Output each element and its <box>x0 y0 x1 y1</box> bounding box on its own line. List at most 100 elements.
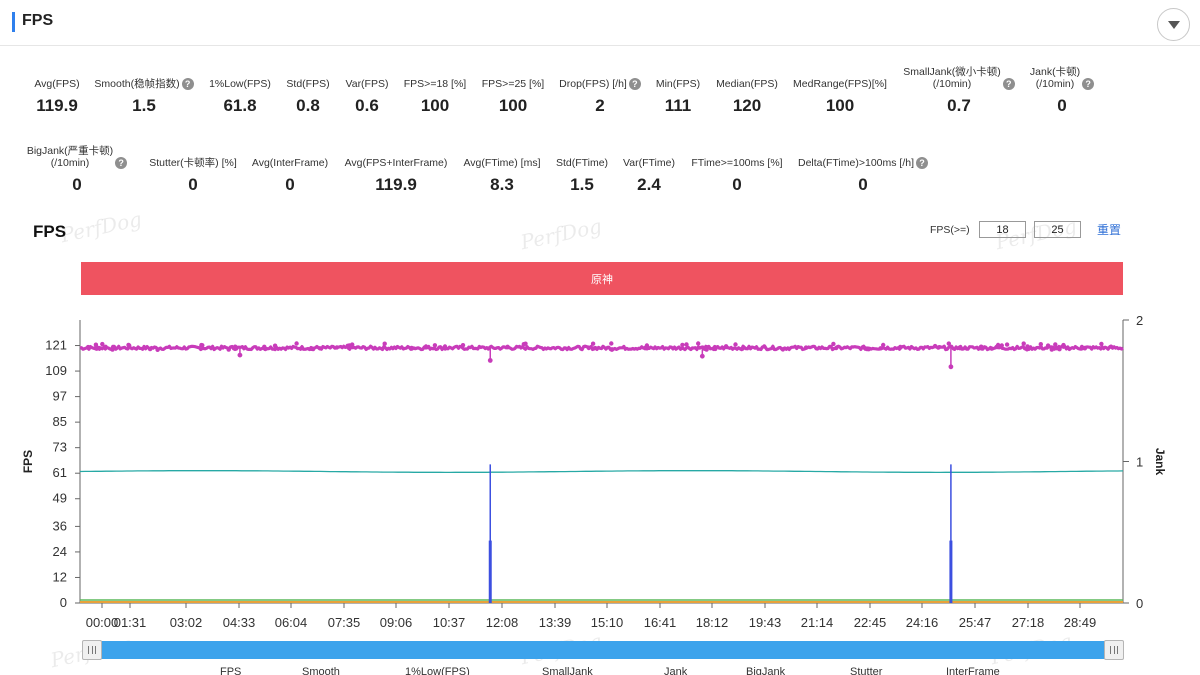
fps-threshold-input-1[interactable] <box>979 221 1026 238</box>
series-fps-point <box>523 341 528 346</box>
legend-item[interactable]: FPS <box>220 666 242 675</box>
collapse-button[interactable] <box>1157 8 1190 41</box>
metric-0: BigJank(严重卡顿) (/10min)? 0 <box>0 143 157 195</box>
metric-label: FPS>=25 [%] <box>481 78 545 90</box>
series-fps-point <box>272 343 278 348</box>
series-fps-point <box>723 344 729 349</box>
series-fps-point <box>505 344 510 349</box>
metric-value: 100 <box>498 96 528 115</box>
y-tick-label: 61 <box>53 465 67 480</box>
y-tick-label: 49 <box>53 491 67 506</box>
question-circle-icon[interactable]: ? <box>1082 78 1095 90</box>
metric-value: 120 <box>732 96 762 115</box>
series-fps-point <box>1004 342 1010 347</box>
metric-8: Delta(FTime)>100ms [/h]? 0 <box>783 143 943 195</box>
metric-value: 111 <box>664 96 692 115</box>
x-tick-label: 22:45 <box>854 615 887 630</box>
series-fps-point <box>1021 341 1026 346</box>
metric-3: Avg(FPS+InterFrame) 119.9 <box>316 143 476 195</box>
x-tick-label: 09:06 <box>380 615 413 630</box>
series-fps-point <box>1054 346 1060 351</box>
series-fps-point <box>704 347 709 352</box>
x-tick-label: 19:43 <box>749 615 782 630</box>
series-fps-point <box>460 343 466 348</box>
slider-track[interactable] <box>92 641 1114 659</box>
series-fps-dip-point <box>237 352 243 358</box>
series-fps-point <box>803 345 809 350</box>
metric-value: 100 <box>825 96 855 115</box>
metric-value: 0.8 <box>296 96 320 115</box>
series-fps-dip-point <box>948 364 954 370</box>
x-tick-label: 07:35 <box>328 615 361 630</box>
fps-threshold-input-2[interactable] <box>1034 221 1081 238</box>
question-circle-icon[interactable]: ? <box>115 157 128 169</box>
series-fps-point <box>780 347 786 352</box>
series-fps-point <box>946 341 951 346</box>
metric-2: 1%Low(FPS) 61.8 <box>160 64 320 116</box>
x-tick-label: 12:08 <box>486 615 519 630</box>
metric-4: Avg(FTime) [ms] 8.3 <box>422 143 582 195</box>
legend-item[interactable]: 1%Low(FPS) <box>405 666 470 675</box>
metric-value: 61.8 <box>223 96 257 115</box>
metric-1: Smooth(稳帧指数)? 1.5 <box>64 64 224 116</box>
x-tick-label: 21:14 <box>801 615 834 630</box>
legend-item[interactable]: InterFrame <box>946 666 1000 675</box>
series-fps-point <box>878 346 883 351</box>
series-fps-point <box>309 346 314 351</box>
series-fps-point <box>642 346 648 351</box>
metric-5: FPS>=18 [%] 100 <box>355 64 515 116</box>
time-range-slider[interactable] <box>82 640 1124 660</box>
metric-label: Stutter(卡顿率) [%] <box>149 157 237 169</box>
series-fps-point <box>294 341 299 346</box>
metric-value: 0 <box>72 175 82 194</box>
legend-item[interactable]: BigJank <box>746 666 786 675</box>
series-fps-point <box>350 342 355 347</box>
series-fps-point <box>409 345 414 351</box>
x-tick-label: 27:18 <box>1012 615 1045 630</box>
metric-value: 0 <box>858 175 868 194</box>
series-fps-point <box>1045 343 1051 348</box>
metric-label: Avg(FTime) [ms] <box>463 157 541 169</box>
watermark: PerfDog <box>518 213 604 255</box>
question-circle-icon[interactable]: ? <box>628 78 641 90</box>
question-circle-icon[interactable]: ? <box>1002 78 1015 90</box>
metric-7: Drop(FPS) [/h]? 2 <box>520 64 680 116</box>
legend-item[interactable]: SmallJank <box>542 666 593 675</box>
series-fps-point <box>432 343 438 348</box>
metric-0: Avg(FPS) 119.9 <box>0 64 137 116</box>
chart-legend: FPS Smooth 1%Low(FPS) SmallJank Jank BigJank S… <box>0 666 1200 675</box>
metric-label: Std(FPS) <box>286 78 330 90</box>
legend-item[interactable]: Smooth <box>302 666 340 675</box>
y2-tick-label: 2 <box>1136 313 1143 328</box>
series-fps-point <box>989 346 994 351</box>
slider-handle-right[interactable] <box>1104 640 1124 660</box>
metric-label: Var(FTime) <box>623 157 675 169</box>
series-fps-point <box>94 346 99 351</box>
chart-title: FPS <box>33 222 67 241</box>
metric-label: Delta(FTime)>100ms [/h]? <box>783 143 943 169</box>
slider-handle-left[interactable] <box>82 640 102 660</box>
metrics-row-1: Avg(FPS) 119.9 Smooth(稳帧指数)? 1.5 1%Low(FPS) 6… <box>0 64 1200 124</box>
series-fps-point <box>898 344 903 350</box>
reset-link[interactable]: 重置 <box>1097 223 1122 237</box>
series-fps-point <box>110 347 115 352</box>
metric-1: Stutter(卡顿率) [%] 0 <box>113 143 273 195</box>
series-fps-point <box>423 344 429 349</box>
metric-label: Avg(FPS+InterFrame) <box>344 157 448 169</box>
x-tick-label: 10:37 <box>433 615 466 630</box>
y-tick-label: 12 <box>53 569 67 584</box>
section-header: FPS <box>0 0 1200 46</box>
series-fps-point <box>586 345 591 351</box>
question-circle-icon[interactable]: ? <box>181 78 194 90</box>
question-circle-icon[interactable]: ? <box>916 157 929 169</box>
y2-tick-label: 0 <box>1136 596 1143 611</box>
legend-item[interactable]: Stutter <box>850 666 883 675</box>
series-fps-dip-point <box>487 358 493 363</box>
series-fps-point <box>85 344 91 350</box>
series-fps-point <box>684 342 689 347</box>
y-tick-label: 73 <box>53 440 67 455</box>
x-tick-label: 00:00 <box>86 615 119 630</box>
series-fps-point <box>762 344 767 349</box>
legend-item[interactable]: Jank <box>664 666 688 675</box>
